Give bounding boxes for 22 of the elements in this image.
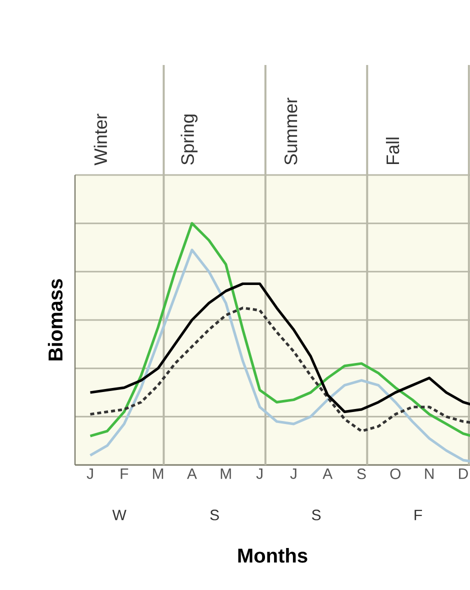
text: W	[112, 510, 126, 520]
x-tick-label: O	[390, 468, 401, 480]
text: Spring	[180, 114, 198, 165]
text: Summer	[284, 98, 298, 165]
text: S	[210, 510, 219, 520]
x-tick-label: F	[120, 468, 128, 479]
x-tick-label: A	[322, 468, 333, 479]
text: Winter	[94, 114, 108, 166]
text: F	[414, 510, 422, 520]
x-tick-label: J	[290, 468, 296, 479]
x-tick-label: M	[153, 468, 164, 479]
x-tick-label: D	[459, 468, 468, 479]
x-axis-title: Months	[238, 548, 308, 563]
x-tick-label: N	[425, 468, 434, 479]
x-tick-label: J	[256, 468, 262, 479]
x-tick-label: S	[357, 468, 366, 480]
y-axis-title: Biomass	[48, 279, 63, 360]
x-tick-label: A	[187, 468, 197, 479]
x-tick-label: J	[86, 468, 93, 479]
x-tick-label: M	[220, 468, 231, 479]
text: Fall	[386, 138, 400, 164]
text: S	[312, 510, 321, 520]
